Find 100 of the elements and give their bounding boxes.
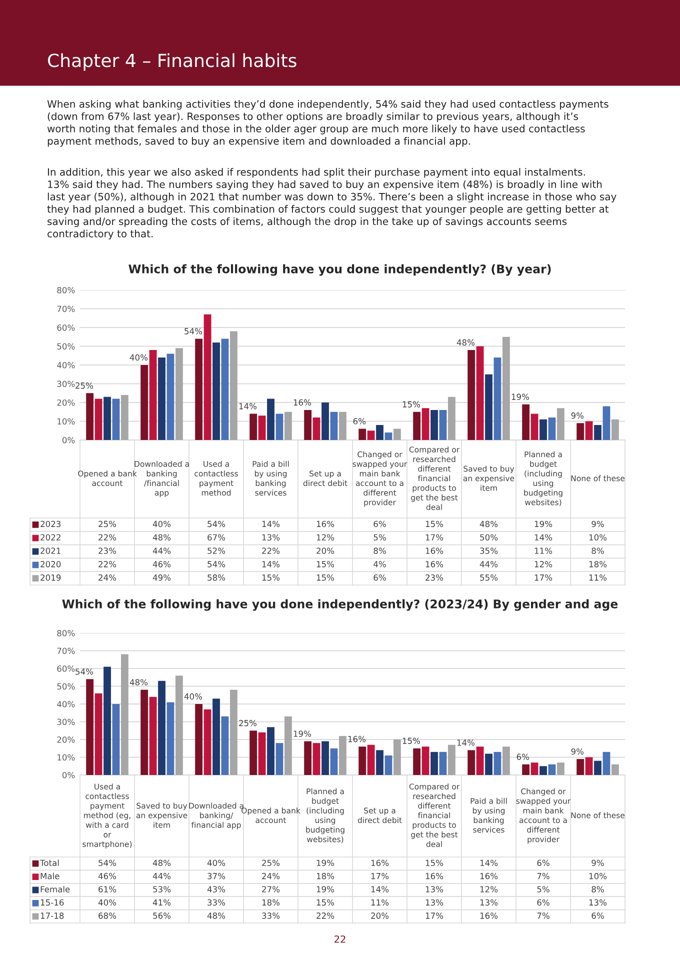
bar	[540, 766, 547, 775]
bar	[413, 748, 421, 775]
data-label: 16%	[480, 912, 498, 919]
legend-label: 2021	[40, 548, 60, 554]
data-label: 67%	[208, 534, 226, 541]
bar	[258, 732, 266, 775]
bar	[140, 690, 148, 775]
bar	[322, 402, 329, 440]
y-tick-label: 80%	[57, 630, 75, 636]
bar	[367, 430, 375, 440]
data-label: 10%	[589, 872, 607, 880]
bar	[112, 704, 120, 775]
data-label: 41%	[152, 899, 171, 906]
bar	[376, 750, 384, 775]
bar	[576, 759, 584, 775]
data-label: 68%	[98, 912, 116, 919]
bar	[330, 748, 338, 775]
data-label: 17%	[426, 912, 444, 919]
data-label: 24%	[98, 574, 116, 581]
bar	[221, 716, 229, 775]
y-tick-label: 20%	[57, 736, 75, 743]
bar	[594, 760, 602, 775]
data-label: 58%	[208, 574, 226, 581]
bar	[267, 398, 274, 440]
text: 54%	[184, 328, 202, 334]
bar	[230, 331, 238, 440]
data-label: 14%	[480, 860, 498, 866]
bar	[140, 365, 148, 440]
text: 19%	[294, 730, 312, 737]
data-label: 48%	[480, 520, 498, 528]
bar	[158, 680, 166, 775]
data-label: 22%	[98, 534, 116, 541]
data-label: 7%	[537, 912, 550, 919]
data-label: 16%	[426, 561, 444, 568]
bar	[468, 350, 476, 440]
data-label: 13%	[589, 899, 607, 906]
text: 9%	[571, 748, 584, 755]
bar	[611, 764, 619, 775]
data-label: 13%	[480, 899, 498, 906]
bar	[195, 338, 203, 440]
bar	[212, 342, 220, 440]
bar	[304, 410, 312, 440]
data-label: 17%	[371, 872, 389, 880]
y-tick-label: 80%	[57, 286, 75, 294]
text: 48%	[456, 339, 475, 346]
text: 25%	[239, 720, 257, 726]
bar	[149, 696, 157, 775]
bar	[448, 744, 456, 775]
data-label: 8%	[592, 886, 604, 892]
bar	[530, 762, 538, 775]
data-label: 15%	[316, 899, 334, 906]
chart-title: Which of the following have you done independently? (By year)	[128, 264, 551, 276]
data-label: 25%	[98, 520, 116, 528]
bar	[276, 743, 284, 775]
bar	[204, 709, 212, 775]
bar	[212, 698, 220, 775]
bar	[276, 414, 284, 440]
data-label: 37%	[208, 872, 226, 880]
legend-label: Male	[40, 872, 60, 880]
data-label: 50%	[480, 534, 498, 541]
bar	[468, 750, 476, 775]
data-label: 17%	[534, 574, 552, 581]
data-label: 54%	[98, 860, 116, 866]
data-label: 16%	[426, 872, 444, 880]
data-label: 11%	[534, 548, 552, 554]
data-label: 16%	[480, 872, 498, 880]
bar	[548, 418, 556, 440]
data-label: 40%	[98, 899, 116, 906]
data-label: 16%	[316, 520, 334, 528]
data-label: 46%	[152, 561, 171, 568]
bar	[430, 410, 438, 440]
bar	[312, 743, 320, 775]
bar	[338, 736, 346, 775]
data-label: 19%	[534, 520, 552, 528]
bar	[556, 762, 564, 775]
data-label: 10%	[589, 534, 607, 541]
data-label: 18%	[316, 872, 334, 880]
y-tick-label: 30%	[57, 718, 75, 726]
data-label: 13%	[262, 534, 280, 541]
bar	[284, 716, 292, 775]
data-label: 16%	[426, 548, 444, 554]
y-tick-label: 0%	[62, 436, 75, 444]
data-label: 48%	[207, 912, 226, 919]
bar	[158, 358, 166, 440]
bar	[556, 408, 564, 440]
text: 14%	[239, 403, 257, 410]
bar	[494, 752, 502, 775]
text: 19%	[512, 394, 530, 400]
data-label: 8%	[374, 548, 386, 554]
data-label: 44%	[480, 561, 498, 568]
bar	[576, 423, 584, 440]
data-label: 12%	[316, 534, 334, 541]
text: When asking what banking activities they’d done independently, 54% said they had used contactless payments (down from 67% last year). Responses to other options are broadly similar to previous years, although it’s worth noting that females and those in the older ager group are much more likely to have used contactless payment methods, saved to buy an expensive item and downloaded a financial app.	[47, 100, 608, 147]
data-label: 23%	[426, 574, 444, 581]
bar	[86, 393, 94, 440]
data-label: 52%	[208, 548, 226, 554]
y-tick-label: 40%	[57, 700, 75, 708]
bar	[384, 755, 392, 775]
data-label: 16%	[371, 860, 389, 866]
bar	[120, 395, 128, 440]
